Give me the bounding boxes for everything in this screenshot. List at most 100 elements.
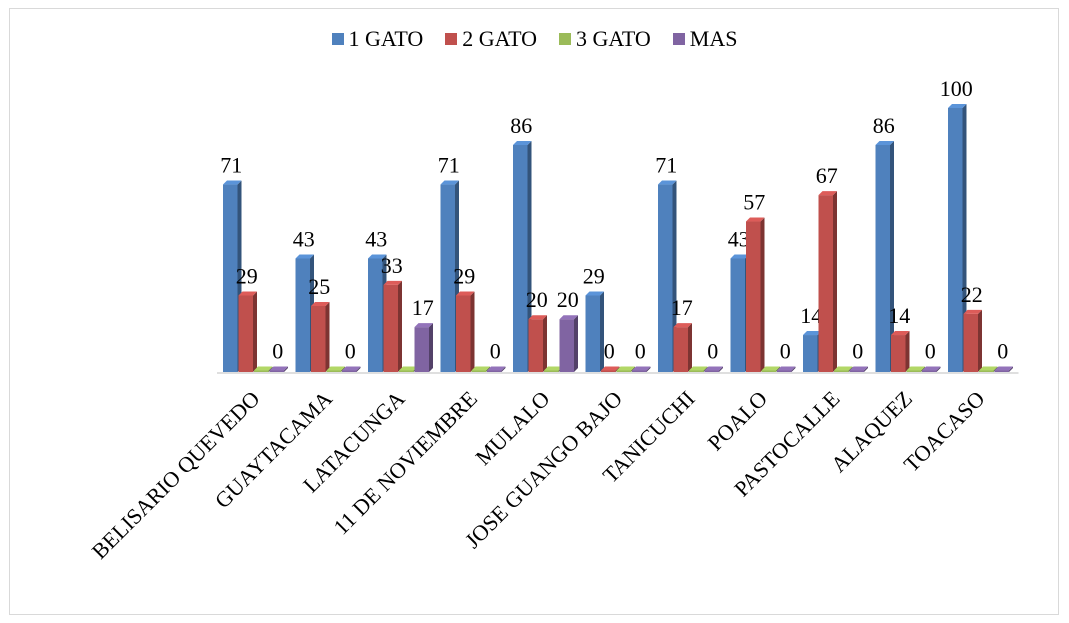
bar-0-5 [585,295,600,372]
bar-top-0-2 [368,254,387,259]
bar-1-4 [528,319,543,372]
bar-top-0-9 [875,140,894,145]
data-label: 71 [655,153,677,178]
bar-2-6 [689,370,704,372]
bar-top-3-0 [269,366,288,371]
bar-0-2 [368,258,383,372]
bar-1-8 [818,195,833,372]
data-label: 14 [888,303,910,328]
bar-1-6 [673,327,688,372]
bar-side-3-7 [791,366,796,372]
bar-top-3-5 [632,366,651,371]
bar-top-1-8 [818,191,837,196]
category-label: 11 DE NOVIEMBRE [328,386,482,540]
bar-side-1-0 [253,291,257,372]
bar-3-4 [559,319,574,372]
bar-side-3-0 [284,366,288,372]
bar-2-10 [979,370,994,372]
bar-top-2-4 [544,366,563,371]
data-label: 17 [671,295,693,320]
bar-1-7 [746,221,761,372]
bar-side-0-10 [962,104,967,372]
legend-label: 1 GATO [348,26,424,51]
data-label: 17 [412,295,434,320]
bar-top-0-1 [295,254,314,259]
bar-3-10 [994,370,1009,372]
bar-side-3-1 [356,366,361,372]
category-label: POALO [702,386,772,456]
bar-3-2 [414,327,429,372]
data-label: 29 [453,263,475,288]
data-label: 0 [707,339,718,364]
bar-top-3-3 [487,366,506,371]
bar-side-3-6 [719,366,723,372]
data-label: 71 [220,153,242,178]
data-label: 0 [490,339,501,364]
data-label: 0 [272,339,283,364]
bar-top-2-8 [834,366,853,371]
data-label: 86 [510,113,532,138]
bar-top-0-4 [513,140,532,145]
bar-top-2-2 [399,366,418,371]
bar-top-3-7 [777,366,796,371]
bar-top-3-10 [994,366,1013,371]
bar-2-7 [761,370,776,372]
data-label: 71 [438,153,460,178]
bar-3-3 [487,370,502,372]
data-label: 20 [557,287,579,312]
bar-top-0-5 [585,291,604,296]
bar-1-2 [383,284,398,372]
data-label: 57 [743,190,765,215]
legend-item-mas: MAS [672,26,738,52]
bar-side-0-4 [527,140,532,372]
legend-label: MAS [689,26,738,51]
bar-3-0 [269,370,284,372]
data-label: 0 [780,339,791,364]
bar-side-1-1 [325,302,330,372]
legend-swatch [672,33,685,45]
bar-side-1-7 [760,217,765,372]
data-label: 25 [308,274,330,299]
bar-top-3-1 [342,366,361,371]
bar-0-7 [730,258,745,372]
bar-top-2-6 [689,366,708,371]
data-label: 43 [728,226,750,251]
bar-side-1-4 [543,315,547,372]
data-label: 0 [604,339,615,364]
bar-2-9 [906,370,921,372]
bar-0-9 [875,144,890,372]
legend-item-2-gato: 2 GATO [445,26,537,52]
bar-top-2-10 [979,366,998,371]
bar-3-1 [342,370,357,372]
bar-3-9 [922,370,937,372]
bar-2-3 [471,370,486,372]
bar-1-9 [891,335,906,372]
bar-side-1-10 [978,309,982,372]
bar-1-10 [963,313,978,372]
bar-1-1 [311,306,326,372]
bar-3-8 [849,370,864,372]
bar-top-0-10 [948,104,967,108]
legend-swatch [331,33,344,45]
bar-top-1-4 [528,315,547,320]
legend-item-1-gato: 1 GATO [331,26,424,52]
bar-top-3-6 [704,366,723,371]
bar-top-1-3 [456,291,475,296]
data-label: 20 [526,287,548,312]
data-label: 29 [236,263,258,288]
bar-1-0 [238,295,253,372]
bar-2-5 [616,370,631,372]
bar-0-0 [223,184,238,372]
data-label: 0 [852,339,863,364]
bar-top-1-0 [238,291,257,296]
data-label: 29 [583,263,605,288]
bar-top-2-5 [616,366,635,371]
bar-1-5 [601,370,616,372]
legend: 1 GATO 2 GATO 3 GATO MAS [0,26,1069,52]
bar-top-2-7 [761,366,780,371]
bar-top-3-8 [849,366,868,371]
data-label: 0 [635,339,646,364]
bar-top-1-6 [673,323,692,328]
bar-0-8 [803,335,818,372]
